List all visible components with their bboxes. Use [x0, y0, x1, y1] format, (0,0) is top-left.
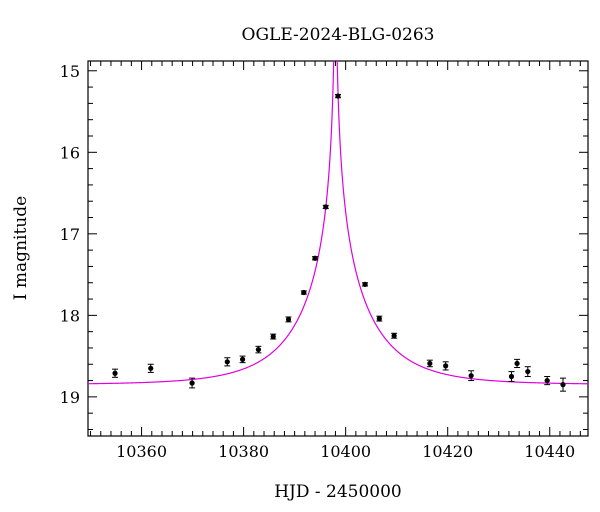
- data-point: [508, 371, 515, 382]
- model-curve-line: [88, 61, 588, 385]
- x-tick-label: 10440: [524, 442, 575, 461]
- x-axis-tick-labels: 10360 10380 10400 10420 10440: [116, 442, 575, 461]
- data-point: [112, 368, 119, 378]
- x-tick-label: 10420: [422, 442, 473, 461]
- data-points: [112, 93, 566, 392]
- data-point: [544, 375, 551, 386]
- data-point: [376, 315, 383, 322]
- point-marker: [525, 368, 531, 375]
- point-marker: [362, 281, 368, 287]
- y-tick-label: 18: [60, 306, 80, 325]
- data-point: [147, 363, 154, 373]
- point-marker: [189, 380, 195, 386]
- x-axis-title: HJD - 2450000: [274, 482, 402, 502]
- point-marker: [560, 382, 566, 388]
- data-point: [189, 377, 196, 389]
- point-marker: [323, 204, 329, 210]
- point-marker: [391, 333, 397, 339]
- point-marker: [148, 365, 154, 371]
- point-marker: [443, 363, 449, 369]
- data-point: [391, 332, 398, 339]
- data-point: [362, 281, 369, 287]
- plot-frame: [87, 60, 589, 437]
- point-marker: [224, 359, 230, 365]
- data-point: [560, 377, 566, 392]
- point-marker: [514, 360, 520, 367]
- point-marker: [335, 93, 341, 99]
- data-point: [442, 361, 449, 371]
- point-marker: [301, 289, 307, 296]
- data-point: [524, 366, 531, 377]
- data-point: [270, 333, 277, 340]
- data-point: [300, 289, 307, 296]
- y-axis-tick-labels: 15 16 17 18 19: [60, 62, 80, 407]
- x-tick-label: 10360: [116, 442, 167, 461]
- point-marker: [312, 255, 318, 261]
- point-marker: [376, 316, 382, 322]
- data-point: [426, 359, 433, 368]
- data-point: [312, 255, 319, 261]
- axis-ticks: [88, 61, 588, 436]
- data-point: [468, 370, 475, 382]
- point-marker: [285, 316, 292, 323]
- x-tick-label: 10380: [218, 442, 269, 461]
- y-axis-title: I magnitude: [11, 196, 31, 300]
- point-marker: [508, 373, 515, 380]
- data-point: [285, 316, 292, 323]
- point-marker: [255, 346, 262, 353]
- data-point: [255, 345, 262, 354]
- y-tick-label: 17: [60, 225, 80, 244]
- data-point: [335, 93, 341, 99]
- y-tick-label: 16: [60, 143, 80, 162]
- y-tick-label: 19: [60, 388, 80, 407]
- x-tick-label: 10400: [320, 442, 371, 461]
- chart-title: OGLE-2024-BLG-0263: [242, 25, 435, 45]
- data-point: [239, 355, 246, 364]
- point-marker: [112, 370, 118, 376]
- point-marker: [270, 333, 276, 340]
- data-point: [322, 204, 329, 210]
- data-point: [514, 358, 521, 369]
- data-point: [224, 357, 231, 367]
- y-tick-label: 15: [60, 62, 80, 81]
- point-marker: [239, 356, 246, 362]
- point-marker: [468, 373, 474, 379]
- point-marker: [544, 377, 550, 384]
- point-marker: [427, 360, 433, 367]
